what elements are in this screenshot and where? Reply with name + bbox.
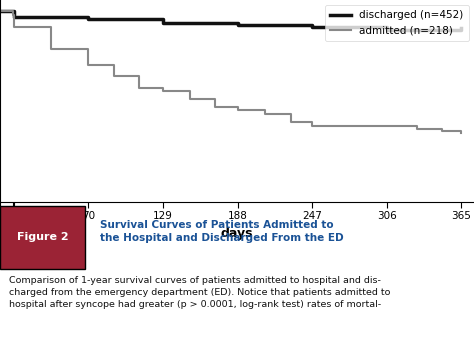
Text: Comparison of 1-year survival curves of patients admitted to hospital and dis-
c: Comparison of 1-year survival curves of … [9,276,391,309]
Text: Figure 2: Figure 2 [17,232,68,243]
X-axis label: days: days [221,227,253,240]
Legend: discharged (n=452), admitted (n=218): discharged (n=452), admitted (n=218) [325,5,469,41]
Text: Survival Curves of Patients Admitted to
the Hospital and Discharged From the ED: Survival Curves of Patients Admitted to … [100,220,343,243]
FancyBboxPatch shape [0,206,85,269]
